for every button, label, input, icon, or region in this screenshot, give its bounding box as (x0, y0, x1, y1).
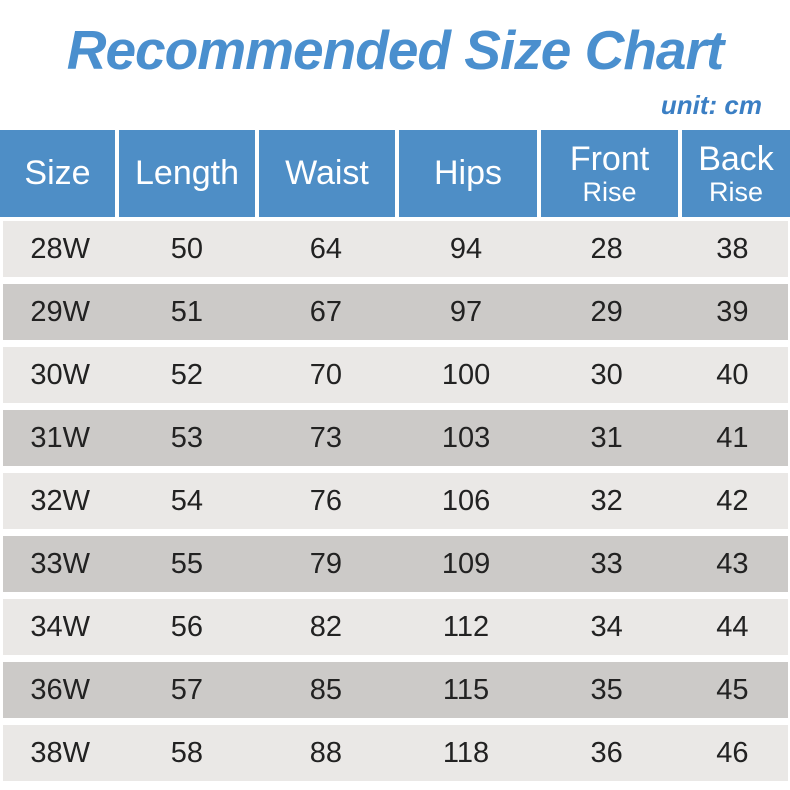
table-row: 30W 52 70 100 30 40 (3, 347, 788, 403)
size-cell: 29W (30, 295, 90, 328)
waist-cell: 67 (309, 295, 343, 328)
table-row: 34W 56 82 112 34 44 (3, 599, 788, 655)
front-rise-cell: 32 (590, 484, 623, 517)
column-header-label: Length (135, 154, 239, 193)
length-cell: 51 (170, 295, 203, 328)
length-cell: 57 (170, 673, 203, 706)
back-rise-cell: 40 (716, 358, 749, 391)
length-cell: 54 (170, 484, 203, 517)
column-header-sublabel: Rise (582, 177, 637, 208)
column-header-label: Front (569, 140, 650, 179)
front-rise-cell: 34 (590, 610, 623, 643)
size-cell: 31W (30, 421, 90, 454)
column-header-label: Size (24, 154, 91, 193)
back-rise-cell: 43 (716, 547, 749, 580)
back-rise-cell: 44 (716, 610, 749, 643)
length-cell: 56 (170, 610, 203, 643)
length-cell: 52 (170, 358, 203, 391)
column-header-size: Size (0, 130, 115, 217)
hips-cell: 118 (442, 736, 490, 769)
table-row: 33W 55 79 109 33 43 (3, 536, 788, 592)
table-row: 31W 53 73 103 31 41 (3, 410, 788, 466)
size-cell: 32W (30, 484, 90, 517)
waist-cell: 82 (309, 610, 343, 643)
hips-cell: 94 (449, 232, 483, 265)
hips-cell: 103 (441, 421, 491, 454)
waist-cell: 85 (309, 673, 343, 706)
size-cell: 28W (30, 232, 90, 265)
unit-label: unit: cm (660, 89, 762, 120)
column-header-label: Hips (433, 154, 503, 193)
waist-cell: 88 (309, 736, 343, 769)
column-header-hips: Hips (395, 130, 537, 217)
length-cell: 53 (170, 421, 203, 454)
size-cell: 38W (30, 736, 90, 769)
back-rise-cell: 42 (716, 484, 749, 517)
column-header-back-rise: Back Rise (678, 130, 790, 217)
waist-cell: 79 (309, 547, 343, 580)
back-rise-cell: 41 (716, 421, 749, 454)
table-row: 28W 50 64 94 28 38 (3, 221, 788, 277)
front-rise-cell: 36 (590, 736, 623, 769)
column-header-waist: Waist (255, 130, 395, 217)
column-header-label: Waist (285, 154, 369, 193)
column-header-front-rise: Front Rise (537, 130, 678, 217)
column-header-length: Length (115, 130, 255, 217)
size-cell: 33W (30, 547, 90, 580)
waist-cell: 73 (309, 421, 343, 454)
waist-cell: 70 (309, 358, 343, 391)
page-title: Recommended Size Chart (66, 19, 725, 81)
back-rise-cell: 39 (716, 295, 749, 328)
hips-cell: 115 (442, 673, 490, 706)
back-rise-cell: 46 (716, 736, 749, 769)
table-row: 32W 54 76 106 32 42 (3, 473, 788, 529)
front-rise-cell: 35 (590, 673, 623, 706)
column-header-label: Back (698, 140, 774, 179)
table-row: 38W 58 88 118 36 46 (3, 725, 788, 781)
length-cell: 55 (170, 547, 203, 580)
size-cell: 34W (30, 610, 90, 643)
waist-cell: 76 (309, 484, 343, 517)
table-row: 36W 57 85 115 35 45 (3, 662, 788, 718)
front-rise-cell: 30 (590, 358, 623, 391)
hips-cell: 97 (449, 295, 483, 328)
size-cell: 30W (30, 358, 90, 391)
front-rise-cell: 31 (590, 421, 623, 454)
front-rise-cell: 28 (590, 232, 623, 265)
hips-cell: 112 (442, 610, 490, 643)
column-header-sublabel: Rise (708, 177, 763, 208)
front-rise-cell: 29 (590, 295, 623, 328)
length-cell: 50 (170, 232, 203, 265)
hips-cell: 106 (441, 484, 491, 517)
table-header-row: Size Length Waist Hips Front Rise Back R… (0, 130, 790, 217)
hips-cell: 100 (441, 358, 491, 391)
size-cell: 36W (30, 673, 90, 706)
back-rise-cell: 38 (716, 232, 749, 265)
waist-cell: 64 (309, 232, 343, 265)
table-row: 29W 51 67 97 29 39 (3, 284, 788, 340)
back-rise-cell: 45 (716, 673, 749, 706)
length-cell: 58 (170, 736, 203, 769)
hips-cell: 109 (441, 547, 491, 580)
front-rise-cell: 33 (590, 547, 623, 580)
